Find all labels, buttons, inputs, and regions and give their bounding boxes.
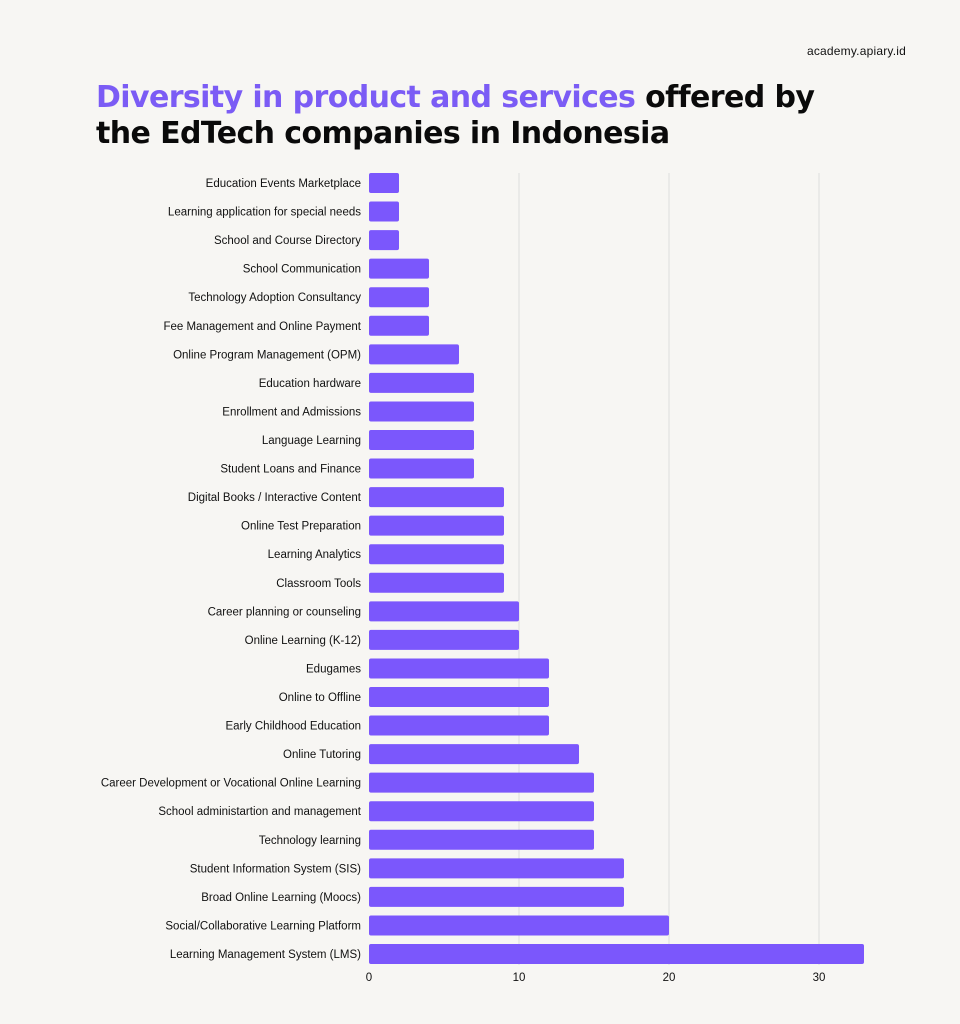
- bar: [369, 487, 504, 508]
- category-label: Education Events Marketplace: [206, 178, 361, 190]
- bar: [369, 629, 519, 650]
- category-label: Student Loans and Finance: [220, 464, 361, 476]
- category-label: Online Program Management (OPM): [173, 349, 361, 361]
- bar: [369, 572, 504, 593]
- bar: [369, 829, 594, 850]
- category-label: Digital Books / Interactive Content: [188, 492, 362, 504]
- category-label: Technology learning: [259, 835, 361, 847]
- bar: [369, 944, 864, 964]
- bar: [369, 744, 579, 765]
- category-label: Fee Management and Online Payment: [163, 321, 361, 333]
- category-label: Learning Management System (LMS): [170, 949, 361, 961]
- category-label: School administartion and management: [158, 806, 361, 818]
- bar: [369, 801, 594, 822]
- bar: [369, 173, 399, 193]
- category-label: Online Tutoring: [283, 749, 361, 761]
- bar: [369, 915, 669, 936]
- x-tick-label: 10: [513, 972, 526, 984]
- bar: [369, 658, 549, 679]
- bar: [369, 372, 474, 393]
- category-label: Career planning or counseling: [208, 606, 361, 618]
- source-label: academy.apiary.id: [806, 44, 906, 58]
- category-label: Online Learning (K-12): [245, 635, 362, 647]
- bar: [369, 515, 504, 536]
- bar: [369, 687, 549, 707]
- bar: [369, 401, 474, 422]
- category-label: Enrollment and Admissions: [222, 406, 361, 418]
- x-tick-label: 20: [663, 972, 676, 984]
- bar: [369, 458, 474, 479]
- bar: [369, 601, 519, 622]
- bar: [369, 430, 474, 450]
- bar: [369, 287, 429, 308]
- bar: [369, 715, 549, 736]
- category-label: Online Test Preparation: [241, 521, 361, 533]
- category-label: School Communication: [243, 264, 361, 276]
- category-label: Classroom Tools: [276, 578, 361, 590]
- bar: [369, 344, 459, 365]
- category-label: Language Learning: [262, 435, 361, 447]
- category-label: Career Development or Vocational Online …: [101, 778, 361, 790]
- category-label: Student Information System (SIS): [190, 863, 361, 875]
- bar: [369, 544, 504, 565]
- x-tick-label: 0: [366, 972, 372, 984]
- bar: [369, 258, 429, 279]
- x-tick-label: 30: [813, 972, 826, 984]
- category-label: School and Course Directory: [214, 235, 361, 247]
- category-label: Technology Adoption Consultancy: [188, 292, 361, 304]
- title-highlight: Diversity in product and services: [96, 80, 636, 115]
- chart-title: Diversity in product and services offere…: [96, 80, 856, 152]
- bar: [369, 886, 624, 907]
- category-label: Learning Analytics: [268, 549, 362, 561]
- category-label: Edugames: [306, 663, 361, 675]
- category-label: Education hardware: [259, 378, 361, 390]
- bar: [369, 772, 594, 793]
- bar: [369, 201, 399, 222]
- category-label: Learning application for special needs: [168, 207, 361, 219]
- bar: [369, 858, 624, 879]
- bar: [369, 315, 429, 336]
- category-label: Early Childhood Education: [225, 721, 361, 733]
- title-rest: offered by the EdTech companies in Indon…: [96, 80, 815, 151]
- bar: [369, 230, 399, 251]
- category-label: Broad Online Learning (Moocs): [201, 892, 361, 904]
- category-label: Social/Collaborative Learning Platform: [165, 920, 361, 932]
- category-label: Online to Offline: [279, 692, 361, 704]
